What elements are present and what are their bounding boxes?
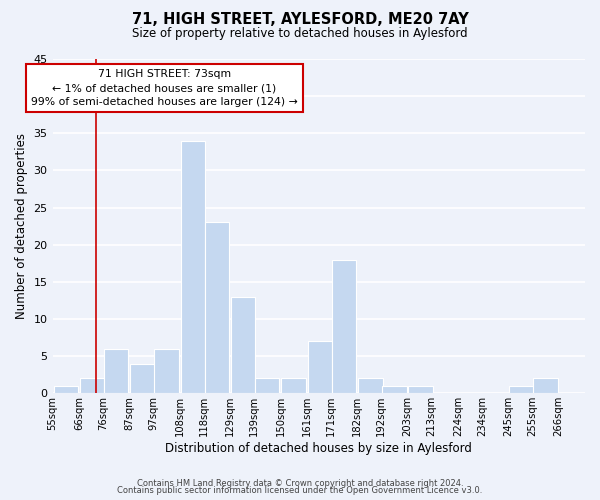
Bar xyxy=(181,140,205,394)
Bar xyxy=(509,386,533,394)
Bar xyxy=(255,378,280,394)
Text: Contains public sector information licensed under the Open Government Licence v3: Contains public sector information licen… xyxy=(118,486,482,495)
Bar xyxy=(382,386,407,394)
X-axis label: Distribution of detached houses by size in Aylesford: Distribution of detached houses by size … xyxy=(166,442,472,455)
Text: Size of property relative to detached houses in Aylesford: Size of property relative to detached ho… xyxy=(132,28,468,40)
Bar xyxy=(332,260,356,394)
Bar xyxy=(409,386,433,394)
Bar xyxy=(281,378,306,394)
Bar xyxy=(358,378,383,394)
Bar xyxy=(53,386,78,394)
Y-axis label: Number of detached properties: Number of detached properties xyxy=(15,133,28,319)
Text: Contains HM Land Registry data © Crown copyright and database right 2024.: Contains HM Land Registry data © Crown c… xyxy=(137,478,463,488)
Bar xyxy=(533,378,557,394)
Bar xyxy=(231,296,256,394)
Bar xyxy=(205,222,229,394)
Bar xyxy=(130,364,155,394)
Text: 71 HIGH STREET: 73sqm
← 1% of detached houses are smaller (1)
99% of semi-detach: 71 HIGH STREET: 73sqm ← 1% of detached h… xyxy=(31,69,298,107)
Text: 71, HIGH STREET, AYLESFORD, ME20 7AY: 71, HIGH STREET, AYLESFORD, ME20 7AY xyxy=(131,12,469,28)
Bar xyxy=(80,378,104,394)
Bar xyxy=(154,348,179,394)
Bar xyxy=(308,342,332,394)
Bar xyxy=(104,348,128,394)
